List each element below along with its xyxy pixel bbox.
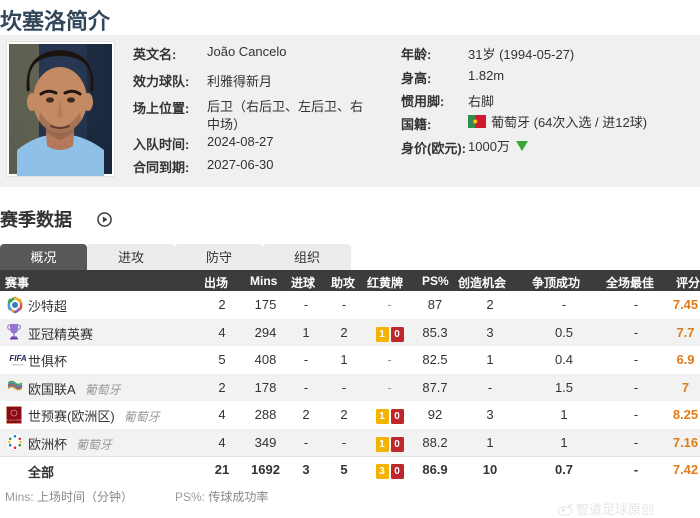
svg-text:WORLD CUP: WORLD CUP — [13, 364, 25, 366]
svg-text:FIFA: FIFA — [9, 354, 27, 363]
svg-text:QUALIFIERS: QUALIFIERS — [6, 418, 22, 422]
